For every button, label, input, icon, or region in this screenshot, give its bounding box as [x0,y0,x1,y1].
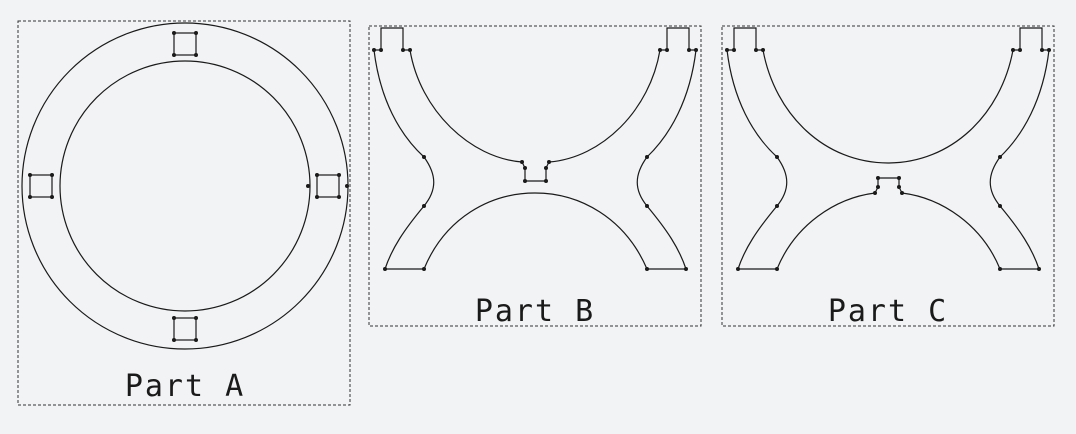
part-c-lower-arch [776,177,1001,270]
part-c-left-profile [726,49,788,270]
part-a-label: Part A [125,369,245,404]
part-c-label: Part C [828,294,948,329]
part-c-vertices [725,48,1051,271]
part-a-outer-circle [21,22,349,350]
part-c-tab-top-left [727,27,763,51]
part-a-tab-bottom [173,317,197,341]
part-c-tab-top-right [1013,27,1049,51]
part-a-tab-left [29,174,53,198]
part-b-vertices [372,48,698,271]
part-b-tab-top-right [660,27,696,51]
part-c-upper-arc [762,49,1014,164]
part-b-lower-arch [423,192,648,270]
part-a-inner-circle [59,60,311,312]
part-a-tab-right [316,174,340,198]
part-a-vertices [28,31,349,342]
part-b-label: Part B [475,294,595,329]
part-b-frame [368,25,702,327]
part-c-right-profile [989,49,1050,270]
part-b-left-profile [373,49,435,270]
part-b-group: Part B [368,25,702,329]
part-b-upper-arc [409,49,661,182]
part-a-group: Part A [17,20,351,406]
part-c-frame [721,25,1055,327]
part-b-right-profile [636,49,697,270]
part-a-tab-top [173,32,197,56]
part-b-tab-top-left [374,27,410,51]
part-a-frame [17,20,351,406]
part-c-group: Part C [721,25,1055,329]
